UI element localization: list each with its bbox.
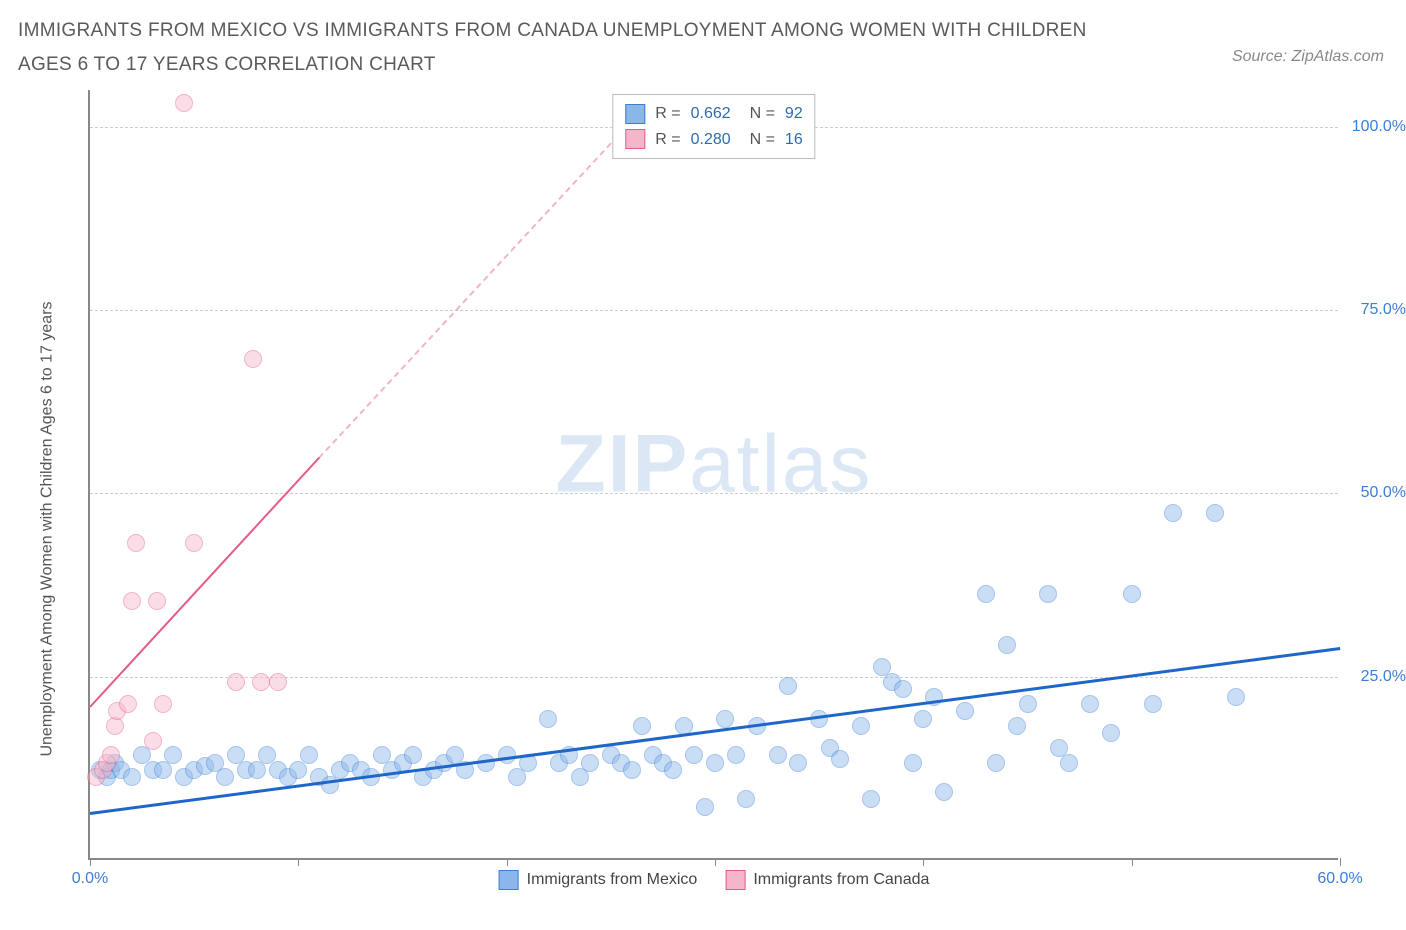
- legend-swatch: [499, 870, 519, 890]
- x-tick: [507, 858, 508, 866]
- trend-line: [89, 457, 320, 708]
- data-point: [789, 754, 807, 772]
- data-point: [977, 585, 995, 603]
- data-point: [914, 710, 932, 728]
- legend-label: Immigrants from Canada: [753, 871, 929, 889]
- legend-item: Immigrants from Mexico: [499, 870, 698, 890]
- data-point: [1206, 504, 1224, 522]
- data-point: [581, 754, 599, 772]
- data-point: [737, 790, 755, 808]
- data-point: [716, 710, 734, 728]
- x-tick-label: 0.0%: [72, 870, 108, 888]
- data-point: [175, 94, 193, 112]
- correlation-legend: R = 0.662 N = 92 R = 0.280 N = 16: [612, 94, 815, 159]
- legend-n-value: 16: [785, 127, 803, 153]
- legend-swatch: [625, 129, 645, 149]
- y-axis-label: Unemployment Among Women with Children A…: [39, 301, 57, 756]
- data-point: [987, 754, 1005, 772]
- x-tick: [715, 858, 716, 866]
- data-point: [244, 350, 262, 368]
- x-tick: [1340, 858, 1341, 866]
- legend-row: R = 0.280 N = 16: [625, 127, 802, 153]
- legend-item: Immigrants from Canada: [725, 870, 929, 890]
- legend-swatch: [625, 104, 645, 124]
- data-point: [144, 732, 162, 750]
- data-point: [119, 695, 137, 713]
- data-point: [148, 592, 166, 610]
- data-point: [904, 754, 922, 772]
- y-tick-label: 25.0%: [1361, 668, 1406, 686]
- data-point: [664, 761, 682, 779]
- x-tick: [298, 858, 299, 866]
- data-point: [127, 534, 145, 552]
- data-point: [1060, 754, 1078, 772]
- plot-area: ZIPatlas R =0.662 N =92R =0.280 N =16 Im…: [88, 90, 1338, 860]
- data-point: [216, 768, 234, 786]
- grid-line: [90, 310, 1338, 311]
- data-point: [252, 673, 270, 691]
- trend-line: [318, 98, 653, 459]
- data-point: [779, 677, 797, 695]
- x-tick: [90, 858, 91, 866]
- data-point: [1081, 695, 1099, 713]
- data-point: [154, 695, 172, 713]
- grid-line: [90, 493, 1338, 494]
- data-point: [706, 754, 724, 772]
- watermark: ZIPatlas: [556, 418, 873, 512]
- x-tick: [1132, 858, 1133, 866]
- data-point: [1008, 717, 1026, 735]
- y-tick-label: 100.0%: [1352, 118, 1406, 136]
- legend-swatch: [725, 870, 745, 890]
- data-point: [164, 746, 182, 764]
- legend-label: Immigrants from Mexico: [527, 871, 698, 889]
- y-tick-label: 75.0%: [1361, 301, 1406, 319]
- legend-n-value: 92: [785, 101, 803, 127]
- data-point: [1019, 695, 1037, 713]
- series-legend: Immigrants from Mexico Immigrants from Ca…: [499, 870, 930, 890]
- data-point: [300, 746, 318, 764]
- legend-row: R = 0.662 N = 92: [625, 101, 802, 127]
- data-point: [998, 636, 1016, 654]
- data-point: [727, 746, 745, 764]
- legend-r-label: R =: [655, 101, 680, 127]
- data-point: [769, 746, 787, 764]
- data-point: [1123, 585, 1141, 603]
- data-point: [862, 790, 880, 808]
- data-point: [623, 761, 641, 779]
- data-point: [685, 746, 703, 764]
- legend-r-label: R =: [655, 127, 680, 153]
- data-point: [852, 717, 870, 735]
- data-point: [123, 592, 141, 610]
- legend-n-label: N =: [741, 101, 775, 127]
- data-point: [935, 783, 953, 801]
- legend-n-label: N =: [741, 127, 775, 153]
- data-point: [831, 750, 849, 768]
- source-label: Source: ZipAtlas.com: [1232, 48, 1384, 66]
- data-point: [185, 534, 203, 552]
- x-tick-label: 60.0%: [1317, 870, 1362, 888]
- chart-container: Unemployment Among Women with Children A…: [50, 90, 1390, 895]
- data-point: [1144, 695, 1162, 713]
- legend-r-value: 0.280: [691, 127, 731, 153]
- data-point: [1102, 724, 1120, 742]
- data-point: [633, 717, 651, 735]
- data-point: [696, 798, 714, 816]
- data-point: [1039, 585, 1057, 603]
- data-point: [539, 710, 557, 728]
- data-point: [102, 746, 120, 764]
- data-point: [227, 673, 245, 691]
- data-point: [894, 680, 912, 698]
- x-tick: [923, 858, 924, 866]
- chart-title: IMMIGRANTS FROM MEXICO VS IMMIGRANTS FRO…: [18, 14, 1118, 82]
- data-point: [269, 673, 287, 691]
- legend-r-value: 0.662: [691, 101, 731, 127]
- data-point: [1164, 504, 1182, 522]
- data-point: [956, 702, 974, 720]
- y-tick-label: 50.0%: [1361, 484, 1406, 502]
- data-point: [1227, 688, 1245, 706]
- data-point: [404, 746, 422, 764]
- data-point: [123, 768, 141, 786]
